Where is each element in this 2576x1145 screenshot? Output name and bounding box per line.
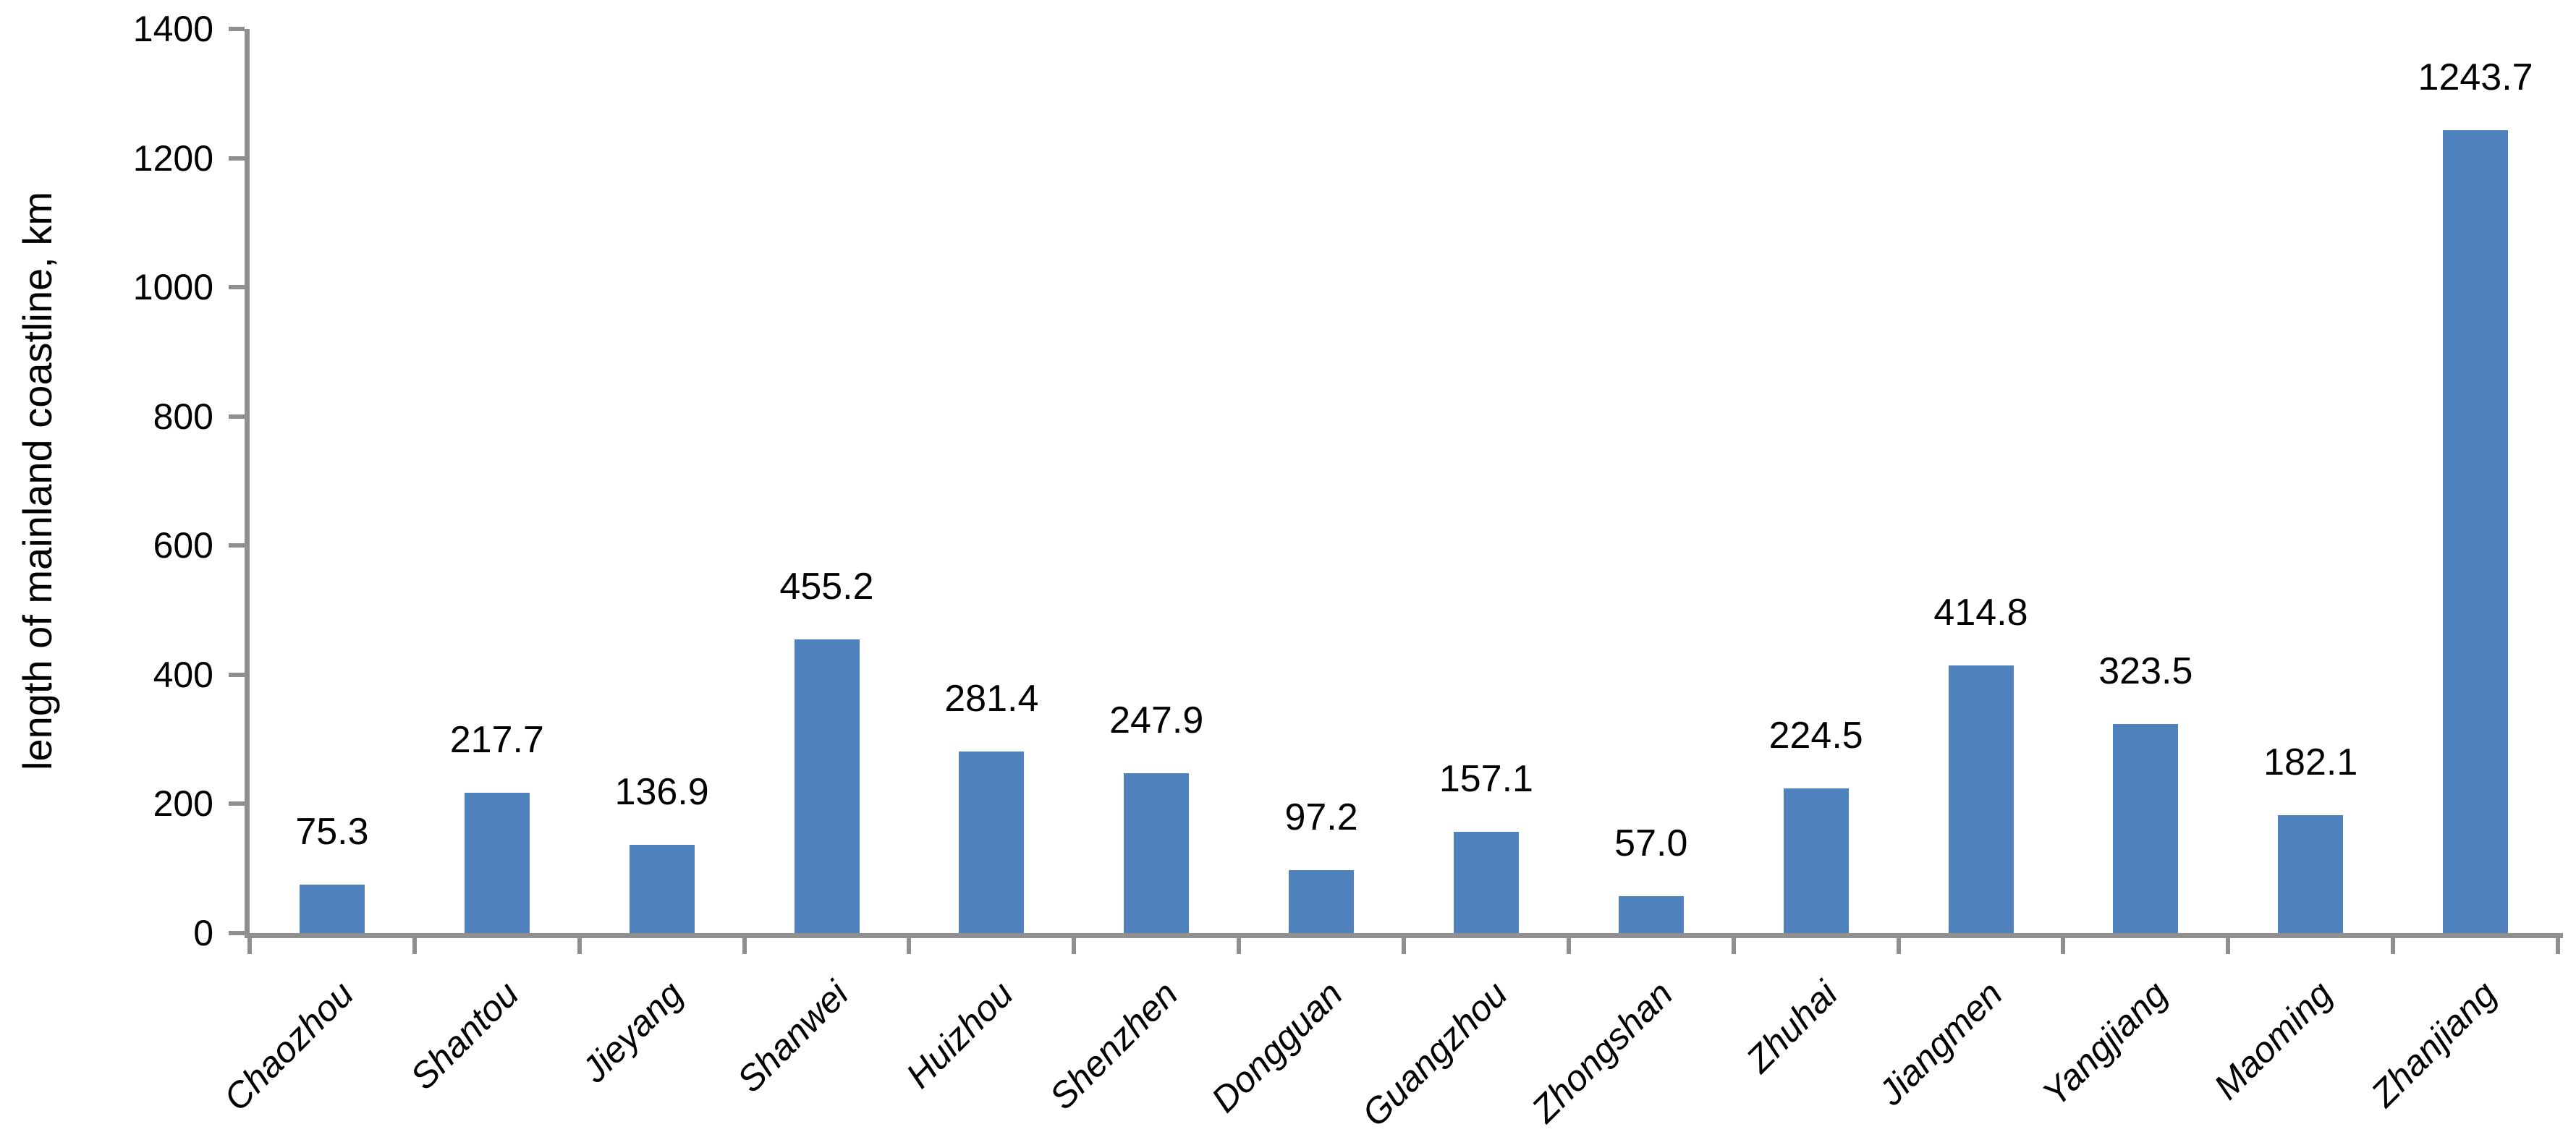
x-tick xyxy=(907,938,912,954)
bar-value-label: 217.7 xyxy=(449,718,544,761)
x-tick xyxy=(247,938,252,954)
y-tick-label: 1000 xyxy=(132,267,213,308)
y-tick xyxy=(229,414,245,419)
category-label: Guangzhou xyxy=(1354,973,1516,1135)
x-tick xyxy=(1072,938,1077,954)
bar xyxy=(1453,831,1519,933)
bar-value-label: 414.8 xyxy=(1933,591,2028,634)
bar xyxy=(1618,896,1684,933)
x-tick xyxy=(1566,938,1571,954)
y-tick xyxy=(229,801,245,806)
x-tick xyxy=(412,938,417,954)
x-tick xyxy=(2556,938,2560,954)
category-label: Jiangmen xyxy=(1870,973,2010,1113)
bar-value-label: 224.5 xyxy=(1768,714,1863,757)
bar xyxy=(2113,724,2179,933)
category-label: Shantou xyxy=(402,973,527,1098)
category-label: Dongguan xyxy=(1203,973,1351,1120)
y-tick xyxy=(229,931,245,935)
category-label: Shanwei xyxy=(729,973,856,1100)
bar-value-label: 97.2 xyxy=(1284,796,1358,839)
bar xyxy=(1124,772,1190,933)
bar xyxy=(1783,788,1849,933)
x-tick xyxy=(577,938,582,954)
category-label: Zhongshan xyxy=(1523,973,1681,1131)
category-label: Huizhou xyxy=(898,973,1021,1097)
bar xyxy=(794,639,860,933)
y-tick-label: 200 xyxy=(153,783,213,825)
x-tick xyxy=(2061,938,2066,954)
bar-value-label: 157.1 xyxy=(1439,757,1533,800)
x-axis-line xyxy=(245,933,2563,938)
x-tick xyxy=(1237,938,1242,954)
y-tick-label: 400 xyxy=(153,654,213,695)
x-tick xyxy=(2226,938,2231,954)
y-tick-label: 600 xyxy=(153,525,213,566)
bar-value-label: 75.3 xyxy=(295,810,369,853)
y-tick-label: 800 xyxy=(153,396,213,437)
y-axis-line xyxy=(245,29,250,938)
bar-value-label: 182.1 xyxy=(2263,741,2358,784)
category-label: Jieyang xyxy=(574,973,691,1091)
y-tick xyxy=(229,285,245,290)
bar xyxy=(629,844,695,933)
x-tick xyxy=(2391,938,2396,954)
bar xyxy=(2278,815,2344,933)
bar-value-label: 247.9 xyxy=(1109,699,1204,741)
y-tick xyxy=(229,156,245,161)
bar xyxy=(1289,870,1355,933)
bar xyxy=(2443,129,2509,933)
bar xyxy=(464,792,530,933)
x-tick xyxy=(1731,938,1736,954)
x-tick xyxy=(1896,938,1901,954)
y-tick-label: 1400 xyxy=(132,9,213,49)
bar-value-label: 57.0 xyxy=(1614,822,1688,865)
category-label: Shenzhen xyxy=(1041,973,1186,1118)
x-tick xyxy=(1402,938,1406,954)
bar-value-label: 136.9 xyxy=(614,770,709,813)
category-label: Maoming xyxy=(2206,973,2340,1107)
bar xyxy=(1948,665,2014,933)
y-tick-label: 1200 xyxy=(132,137,213,179)
x-tick xyxy=(742,938,747,954)
y-tick xyxy=(229,672,245,677)
bar xyxy=(959,751,1025,933)
bar xyxy=(299,884,365,933)
bar-value-label: 323.5 xyxy=(2098,650,2193,693)
bar-value-label: 281.4 xyxy=(944,677,1039,720)
category-label: Zhuhai xyxy=(1738,973,1845,1081)
y-tick-label: 0 xyxy=(193,913,213,953)
bar-value-label: 1243.7 xyxy=(2418,56,2533,98)
category-label: Chaozhou xyxy=(216,973,362,1119)
y-tick xyxy=(229,27,245,31)
bar-value-label: 455.2 xyxy=(779,565,874,608)
y-tick xyxy=(229,543,245,548)
category-label: Zhanjiang xyxy=(2363,973,2505,1115)
category-label: Yangjiang xyxy=(2034,973,2175,1114)
